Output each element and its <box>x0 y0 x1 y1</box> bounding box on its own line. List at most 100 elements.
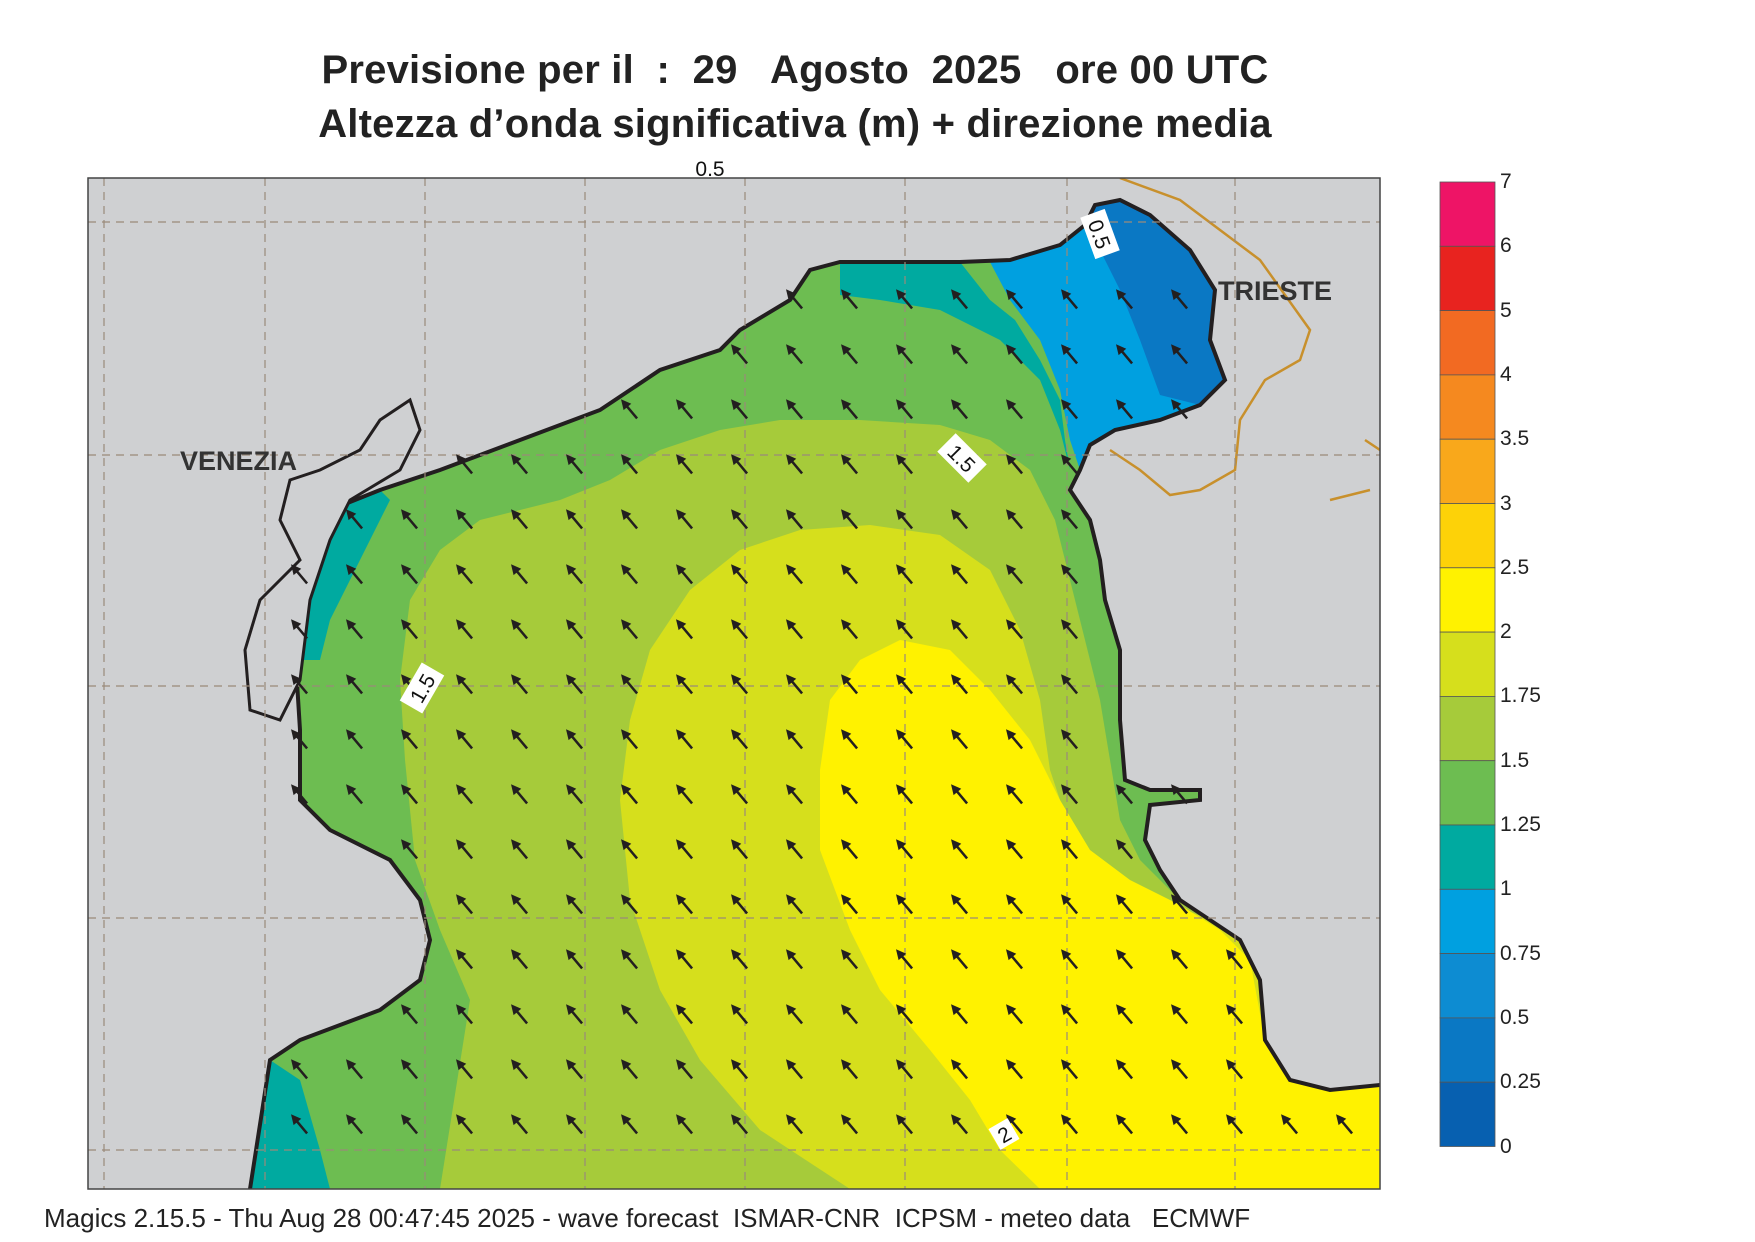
colorbar-label: 0 <box>1500 1134 1512 1158</box>
direction-arrow <box>346 674 364 695</box>
direction-arrow <box>1006 949 1024 970</box>
direction-arrow <box>841 839 859 860</box>
direction-arrow <box>676 1004 694 1025</box>
direction-arrow <box>676 894 694 915</box>
direction-arrow <box>731 1059 749 1080</box>
direction-arrow <box>896 839 914 860</box>
direction-arrow <box>841 454 859 475</box>
direction-arrow <box>841 1114 859 1135</box>
colorbar-swatch <box>1439 438 1496 504</box>
direction-arrow <box>1061 1114 1079 1135</box>
direction-arrow <box>731 1114 749 1135</box>
direction-arrow <box>1116 949 1134 970</box>
direction-arrow <box>401 1004 419 1025</box>
direction-arrow <box>951 1059 969 1080</box>
band-1-southwest <box>250 1060 330 1189</box>
direction-arrow <box>951 344 969 365</box>
direction-arrow <box>566 729 584 750</box>
colorbar-swatch <box>1439 567 1496 633</box>
direction-arrow <box>676 399 694 420</box>
colorbar-swatch <box>1439 953 1496 1019</box>
direction-arrow <box>1336 1114 1354 1135</box>
colorbar-label: 1.5 <box>1500 748 1530 772</box>
direction-arrow <box>621 1059 639 1080</box>
direction-arrow <box>951 1114 969 1135</box>
direction-arrow <box>621 454 639 475</box>
direction-arrow <box>841 1059 859 1080</box>
direction-arrow <box>951 399 969 420</box>
direction-arrow <box>621 399 639 420</box>
direction-arrow <box>1116 894 1134 915</box>
direction-arrow <box>896 564 914 585</box>
direction-arrow <box>951 894 969 915</box>
direction-arrow <box>1061 289 1079 310</box>
direction-arrow <box>1006 344 1024 365</box>
direction-arrow <box>1006 619 1024 640</box>
city-label-venezia: VENEZIA <box>180 446 297 476</box>
direction-arrow <box>731 674 749 695</box>
direction-arrow <box>896 399 914 420</box>
direction-arrow <box>1006 1004 1024 1025</box>
colorbar-label: 0.5 <box>1500 1005 1530 1029</box>
direction-arrow <box>511 1004 529 1025</box>
direction-arrow <box>1006 729 1024 750</box>
direction-arrow <box>1226 1004 1244 1025</box>
direction-arrow <box>786 289 804 310</box>
direction-arrow <box>896 619 914 640</box>
direction-arrow <box>456 674 474 695</box>
direction-arrow <box>456 784 474 805</box>
direction-arrow <box>1061 949 1079 970</box>
direction-arrow <box>1006 1059 1024 1080</box>
direction-arrow <box>621 729 639 750</box>
direction-arrow <box>841 619 859 640</box>
direction-arrow <box>511 949 529 970</box>
colorbar-label: 2.5 <box>1500 555 1530 579</box>
direction-arrow <box>896 1004 914 1025</box>
direction-arrow <box>346 1114 364 1135</box>
direction-arrow <box>896 289 914 310</box>
direction-arrow <box>676 1114 694 1135</box>
direction-arrow <box>456 949 474 970</box>
direction-arrow <box>511 1059 529 1080</box>
direction-arrow <box>401 784 419 805</box>
direction-arrow <box>951 1004 969 1025</box>
direction-arrow <box>896 674 914 695</box>
direction-arrow <box>291 784 309 805</box>
direction-arrow <box>291 1059 309 1080</box>
direction-arrow <box>731 564 749 585</box>
direction-arrow <box>566 784 584 805</box>
direction-arrow <box>401 564 419 585</box>
colorbar-swatch <box>1439 310 1496 376</box>
direction-arrow <box>291 564 309 585</box>
contour-label: 0.5 <box>695 158 724 181</box>
direction-arrow <box>621 894 639 915</box>
direction-arrow <box>731 454 749 475</box>
direction-arrow <box>786 1004 804 1025</box>
direction-arrow <box>841 509 859 530</box>
direction-arrow <box>511 784 529 805</box>
colorbar-swatch <box>1439 1081 1496 1147</box>
direction-arrow <box>951 564 969 585</box>
direction-arrow <box>951 509 969 530</box>
direction-arrow <box>1226 949 1244 970</box>
colorbar-label: 1 <box>1500 877 1512 901</box>
direction-arrow <box>1061 1004 1079 1025</box>
direction-arrow <box>1171 949 1189 970</box>
direction-arrow <box>566 674 584 695</box>
direction-arrow <box>951 289 969 310</box>
direction-arrow <box>511 564 529 585</box>
direction-arrow <box>511 509 529 530</box>
direction-arrow <box>676 454 694 475</box>
direction-arrow <box>1061 894 1079 915</box>
direction-arrow <box>786 344 804 365</box>
field-title: Altezza d’onda significativa (m) + direz… <box>318 102 1272 146</box>
colorbar-label: 4 <box>1500 362 1512 386</box>
wave-direction-arrows <box>291 289 1354 1135</box>
colorbar-swatch <box>1439 374 1496 440</box>
direction-arrow <box>456 1004 474 1025</box>
direction-arrow <box>1116 784 1134 805</box>
direction-arrow <box>731 344 749 365</box>
direction-arrow <box>896 784 914 805</box>
direction-arrow <box>731 949 749 970</box>
